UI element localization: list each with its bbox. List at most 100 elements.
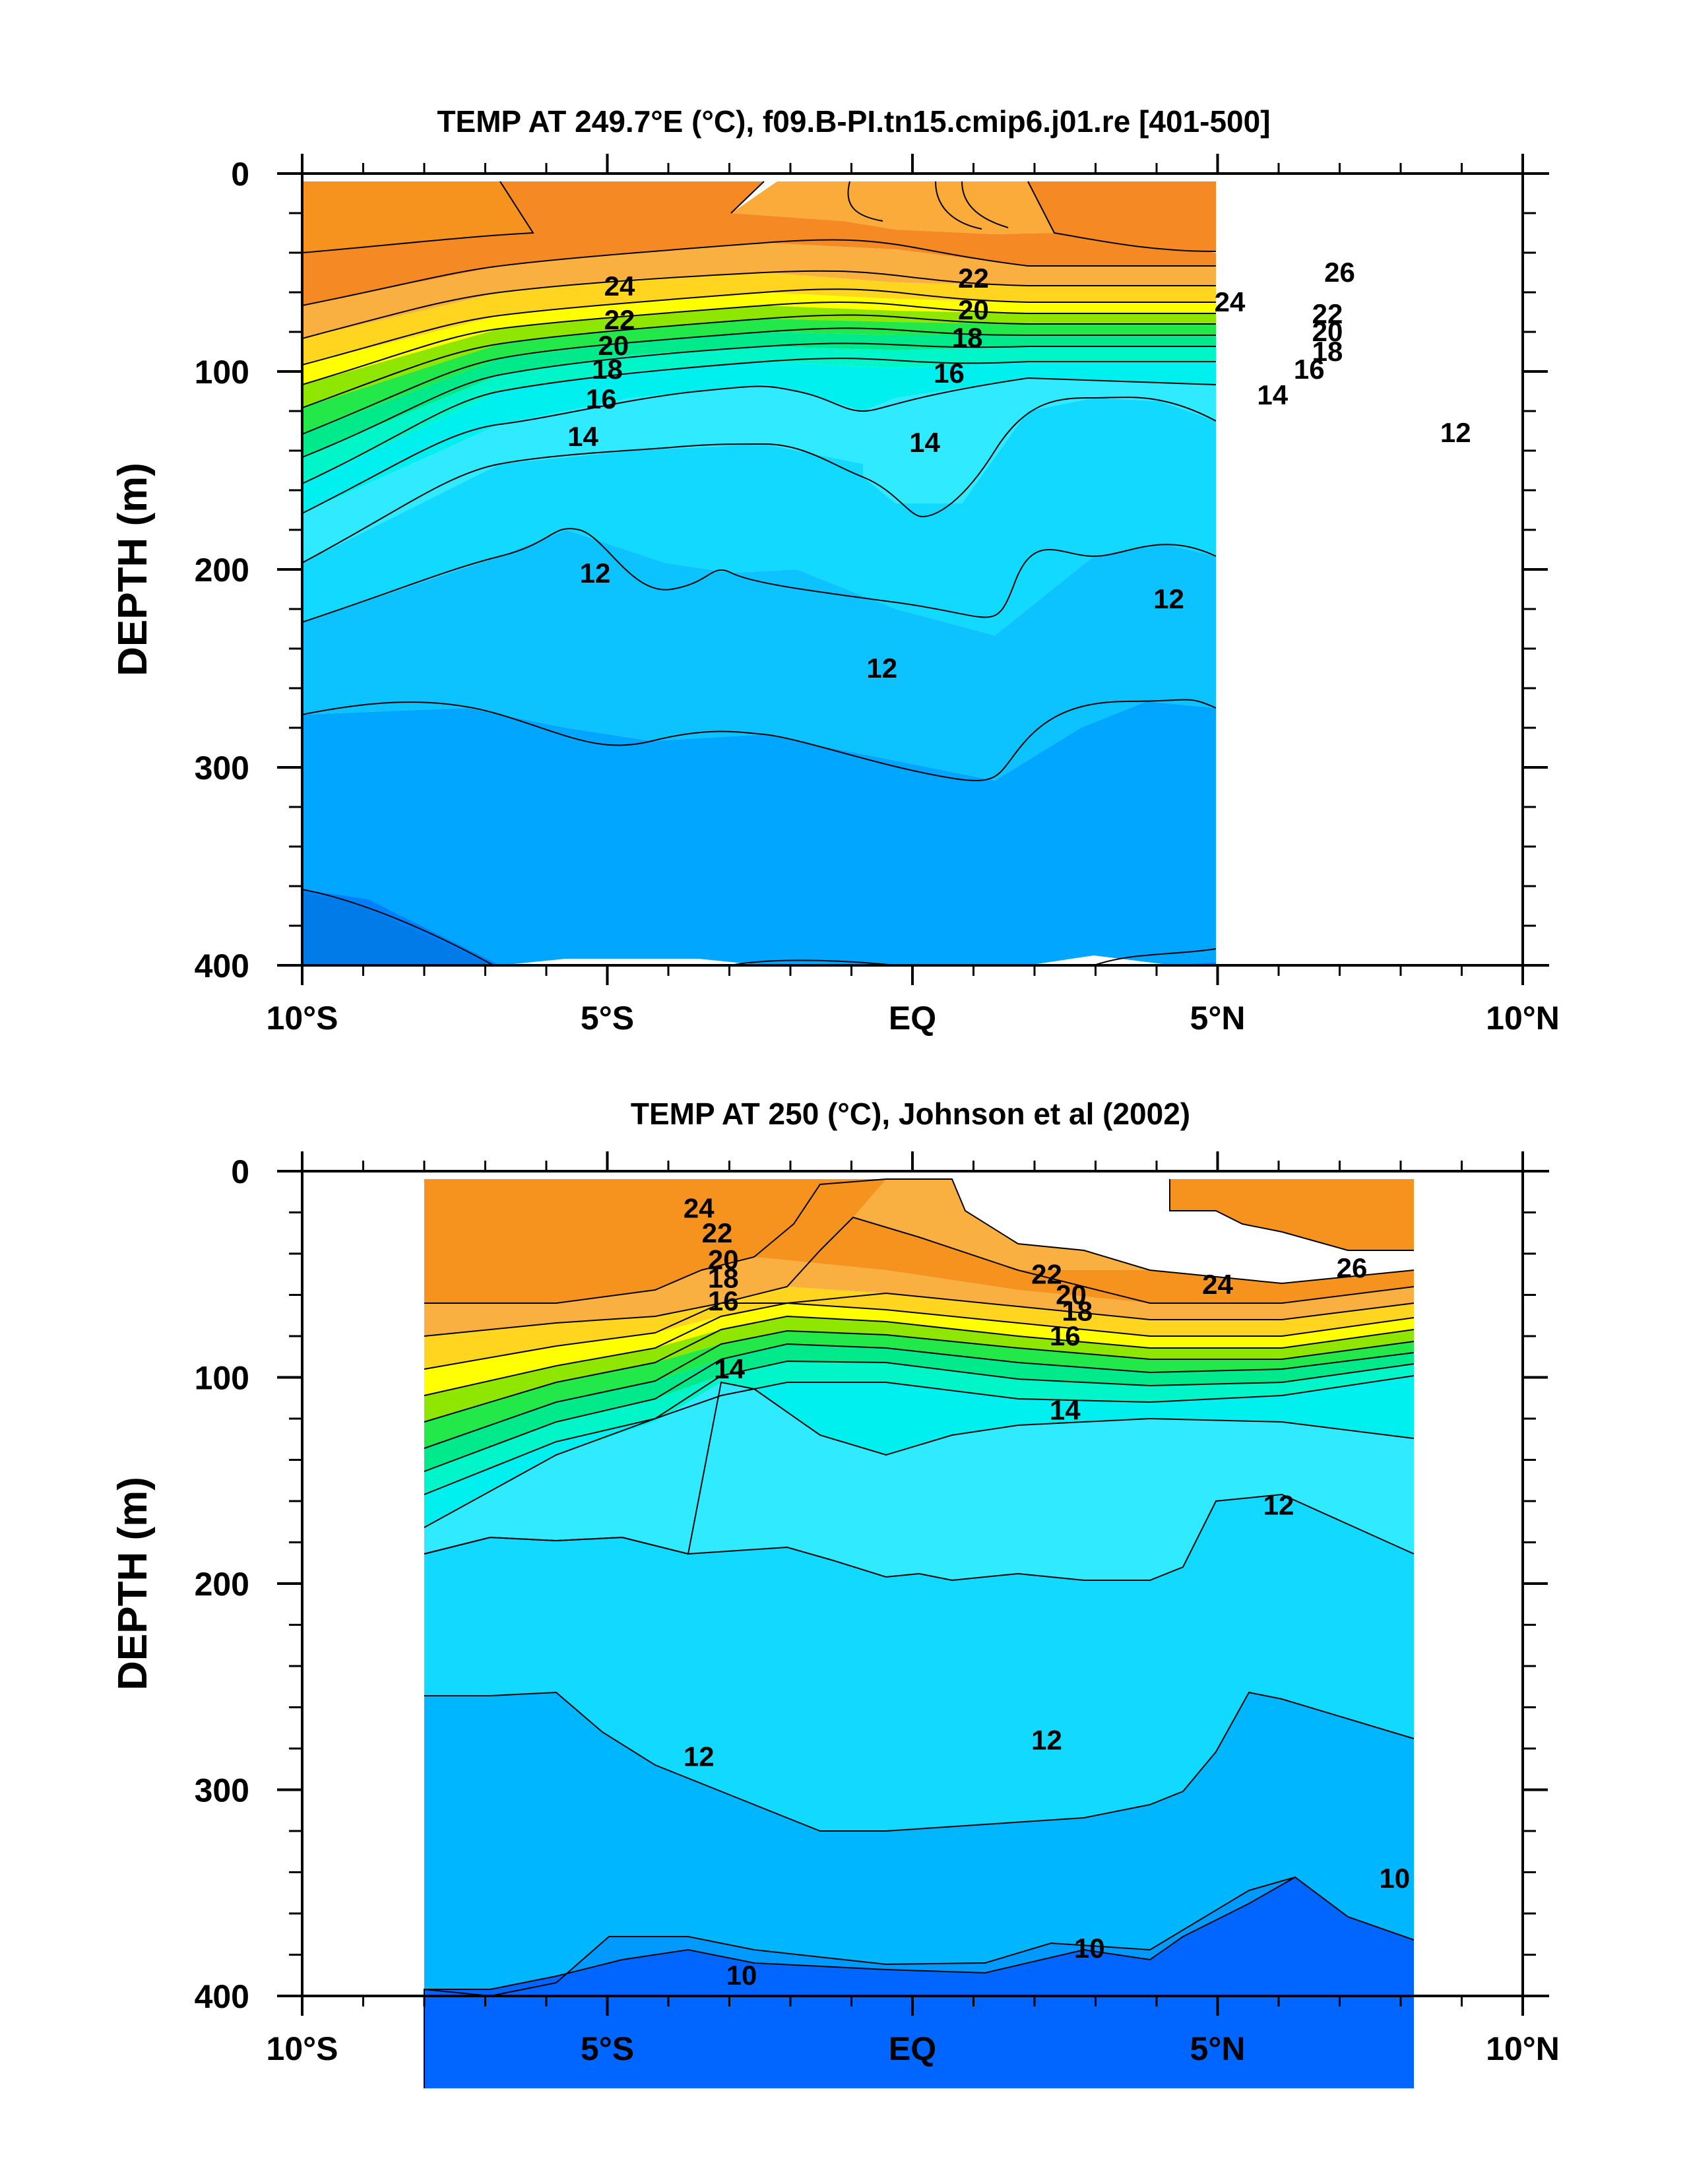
band-fill [302,362,1216,513]
isotherm-label: 26 [1324,257,1355,288]
band-fill [424,1376,1414,1527]
isotherm-label: 12 [684,1741,715,1772]
isotherm-label: 10 [726,1960,757,1991]
x-tick-label: 5°S [581,1000,634,1037]
isotherm-label: 18 [952,322,983,353]
y-tick-label: 200 [195,1566,249,1603]
x-tick-label: 5°N [1190,2030,1246,2067]
band-fill [424,1303,1414,1396]
isotherm-label: 10 [1074,1933,1105,1964]
x-tick-label: 5°N [1190,1000,1246,1037]
isotherm-label: 22 [1031,1258,1062,1289]
isotherm-label: 12 [1031,1725,1062,1756]
isotherm-label: 12 [580,558,611,589]
band-fill [424,1361,1414,1494]
x-tick-label: EQ [889,2030,936,2067]
panel-bottom-title: TEMP AT 250 (°C), Johnson et al (2002) [631,1097,1190,1131]
panel-top-contours [302,181,1217,966]
band-fill [424,1877,1414,2088]
x-tick-label: 10°N [1486,1000,1560,1037]
isotherm-label: 22 [702,1217,733,1248]
x-tick-label: 5°S [581,2030,634,2067]
panel-bottom: TEMP AT 250 (°C), Johnson et al (2002) [110,1097,1560,2088]
band-fill [731,181,1054,234]
x-tick-label: 10°N [1486,2030,1560,2067]
isotherm-label: 24 [684,1192,715,1223]
band-fill [302,701,1216,965]
panel-bottom-y-axis-label: DEPTH (m) [110,1477,156,1690]
isotherm-label: 12 [866,653,897,684]
isotherm-label: 20 [598,330,629,361]
band-fill [424,1382,1414,1580]
isotherm-label: 20 [958,294,989,325]
band-fill [302,305,1216,408]
y-tick-label: 300 [195,750,249,787]
isotherm-label: 20 [1056,1279,1087,1310]
panel-bottom-ticks: 10°S 5°S EQ 5°N 10°N 0 100 200 300 400 [195,1151,1560,2067]
panel-bottom-contours [424,1178,1415,2088]
isotherm-label: 22 [958,263,989,294]
band-fill [424,1692,1414,1996]
band-fill [302,332,1216,457]
isotherm-label: 12 [1153,583,1184,614]
isotherm-label: 26 [1337,1252,1368,1283]
isotherm-label: 18 [708,1263,739,1294]
isotherm-label: 18 [592,354,623,385]
band-fill [302,398,1216,635]
isotherm-label: 18 [1062,1296,1093,1327]
band-fill [853,1179,1150,1270]
band-fill [302,181,1216,305]
band-fill [302,243,1216,338]
band-fill [302,346,1216,484]
x-tick-label: 10°S [267,2030,338,2067]
isotherm-label: 24 [1215,286,1246,317]
y-tick-label: 300 [195,1772,249,1809]
band-fill [424,1344,1414,1471]
band-fill [302,181,533,253]
panel-top: TEMP AT 249.7°E (°C), f09.B-PI.tn15.cmip… [110,104,1560,1037]
isotherm-label: 16 [708,1285,739,1316]
band-fill [424,1287,1414,1369]
panel-top-ticks: 10°S 5°S EQ 5°N 10°N 0 100 200 300 400 [195,154,1560,1037]
isotherm-label: 24 [604,271,635,302]
isotherm-label: 14 [567,421,598,452]
band-fill [302,893,494,965]
isotherm-label: 16 [1050,1320,1081,1351]
isotherm-label: 20 [708,1244,739,1275]
isotherm-label: 16 [934,358,965,389]
x-tick-label: 10°S [267,1000,338,1037]
y-tick-label: 400 [195,1978,249,2015]
band-fill [424,1331,1414,1448]
band-fill [302,292,1216,385]
isotherm-label: 14 [714,1353,745,1384]
band-fill [302,319,1216,434]
y-tick-label: 400 [195,947,249,984]
isotherm-label: 16 [586,383,617,414]
band-fill [302,530,1216,781]
isotherm-label: 10 [1379,1863,1410,1894]
isotherm-label: 14 [1257,379,1288,410]
y-tick-label: 0 [231,156,249,193]
isotherm-label: 22 [1312,298,1343,329]
isotherm-label: 14 [909,427,940,458]
isotherm-label: 16 [1294,354,1325,385]
isotherm-label: 20 [1312,316,1343,347]
y-tick-label: 100 [195,1360,249,1397]
band-fill [302,273,1216,365]
isotherm-label: 22 [604,304,635,335]
band-fill [302,378,1216,563]
y-tick-label: 200 [195,552,249,589]
isotherm-label: 18 [1312,336,1343,367]
isotherm-label: 24 [1202,1269,1233,1300]
isotherm-label: 14 [1050,1395,1081,1426]
y-tick-label: 0 [231,1153,249,1190]
panel-top-y-axis-label: DEPTH (m) [110,463,156,676]
isotherm-label: 12 [1263,1489,1294,1520]
y-tick-label: 100 [195,354,249,391]
isotherm-label: 12 [1440,417,1471,448]
